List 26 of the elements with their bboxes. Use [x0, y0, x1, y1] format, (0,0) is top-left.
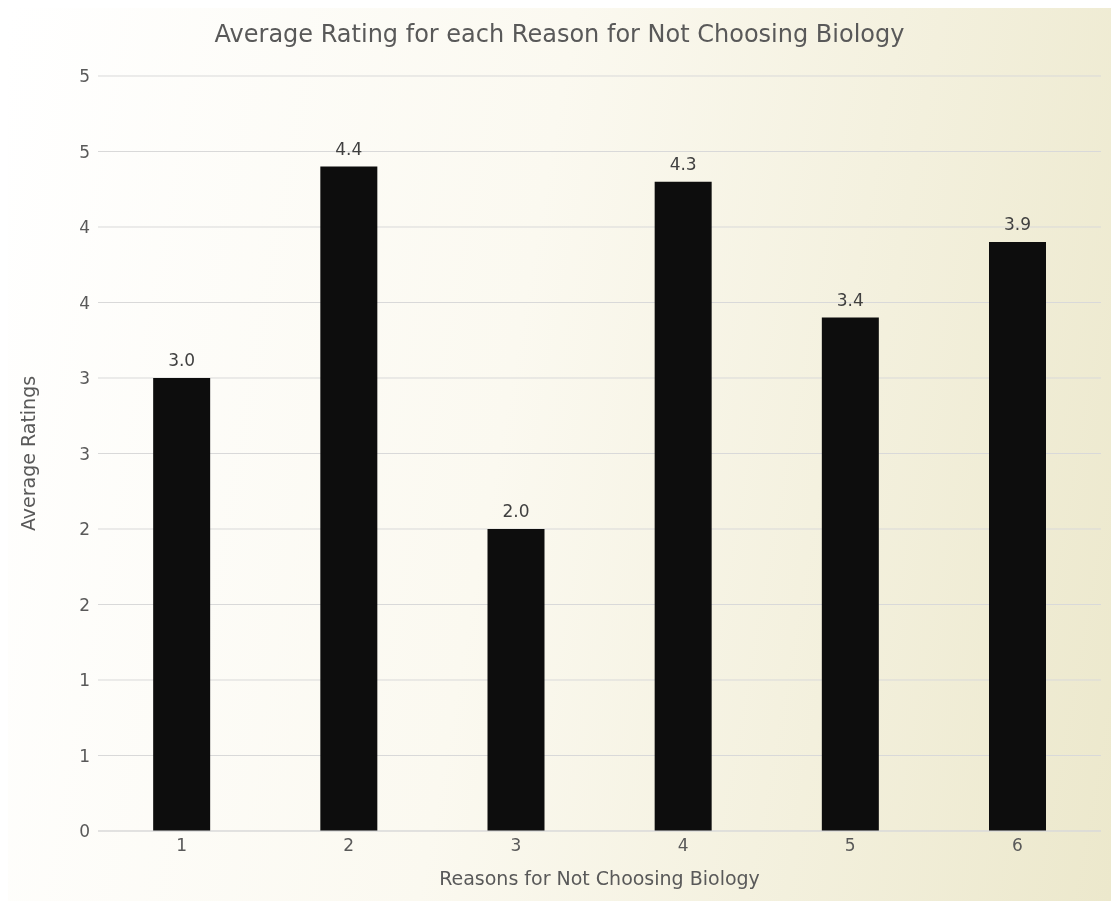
- x-tick-label: 2: [343, 835, 355, 856]
- data-label: 3.9: [1003, 214, 1032, 235]
- x-axis-title: Reasons for Not Choosing Biology: [439, 867, 760, 889]
- y-tick-label: 2: [79, 519, 90, 540]
- x-tick-label: 1: [176, 835, 187, 856]
- data-label: 4.4: [335, 138, 363, 159]
- y-tick-label: 3: [79, 368, 90, 389]
- y-tick-label: 3: [79, 443, 90, 464]
- data-label: 4.3: [669, 153, 697, 174]
- y-axis-title: Average Ratings: [16, 375, 39, 532]
- data-label: 2.0: [502, 501, 530, 521]
- x-tick-label: 4: [677, 835, 689, 856]
- y-tick-label: 4: [79, 217, 90, 238]
- y-tick-label: 5: [79, 141, 90, 162]
- x-tick-label: 5: [844, 835, 856, 856]
- data-label: 3.4: [836, 289, 864, 310]
- chart-title: Average Rating for each Reason for Not Choosing Biology: [213, 20, 906, 48]
- x-tick-label: 3: [510, 835, 522, 856]
- data-label: 3.0: [168, 350, 196, 370]
- x-tick-label: 6: [1012, 835, 1023, 856]
- y-tick-label: 1: [79, 670, 90, 691]
- y-tick-label: 5: [79, 66, 90, 87]
- y-tick-label: 4: [79, 292, 90, 313]
- y-tick-label: 0: [79, 821, 90, 842]
- y-tick-label: 1: [79, 745, 90, 766]
- y-tick-label: 2: [79, 594, 90, 615]
